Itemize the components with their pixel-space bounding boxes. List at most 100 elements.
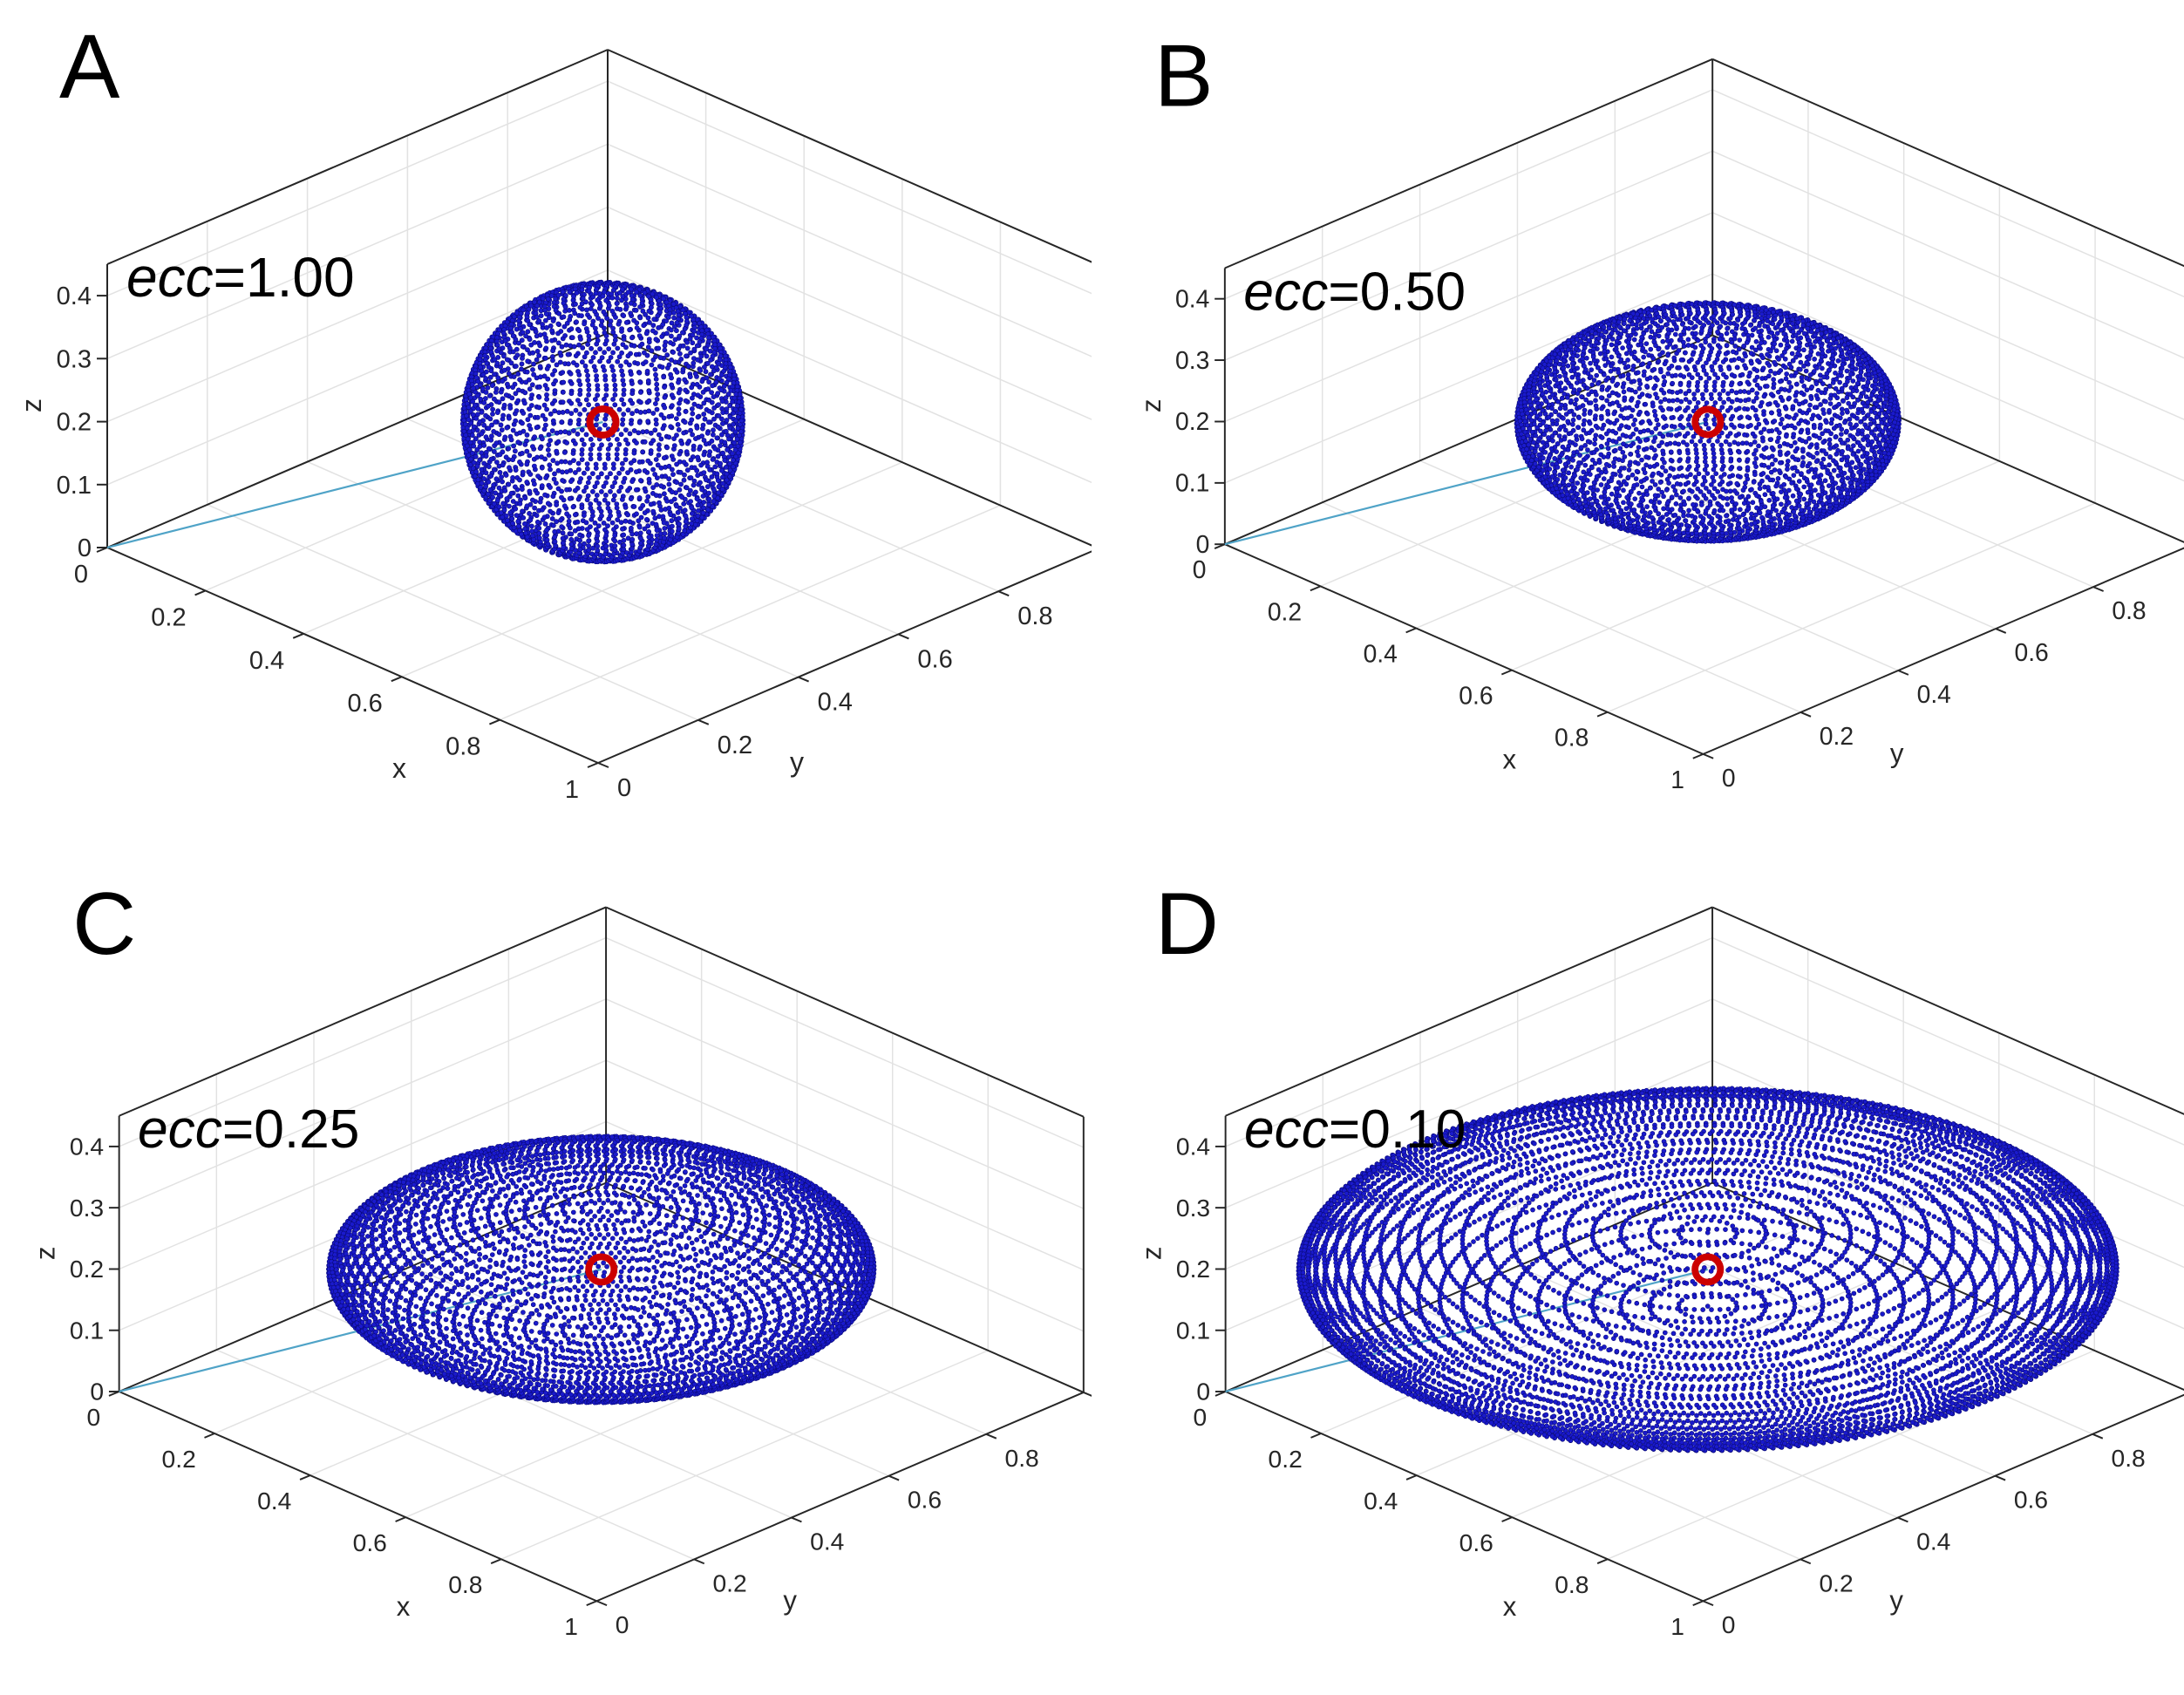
cloud-point: [604, 338, 609, 343]
cloud-point: [585, 462, 589, 466]
cloud-point: [587, 387, 591, 391]
cloud-point: [575, 432, 580, 436]
cloud-point: [661, 514, 665, 519]
cloud-point: [626, 354, 630, 358]
cloud-point: [1704, 486, 1708, 490]
x-tick-label: 0.8: [1555, 724, 1589, 752]
cloud-point: [1704, 388, 1708, 392]
cloud-point: [662, 375, 666, 379]
cloud-point: [623, 428, 628, 432]
cloud-point: [655, 407, 659, 412]
cloud-point: [573, 488, 577, 493]
cloud-point: [520, 451, 524, 455]
cloud-point: [530, 367, 534, 371]
cloud-point: [565, 440, 569, 445]
x-tick-label: 0.4: [1364, 639, 1398, 667]
cloud-point: [1743, 320, 1747, 324]
cloud-point: [501, 501, 506, 506]
cloud-point: [629, 301, 633, 305]
cloud-point: [717, 491, 721, 495]
cloud-point: [665, 353, 670, 357]
cloud-point: [728, 414, 732, 419]
cloud-point: [716, 391, 720, 396]
cloud-point: [604, 384, 609, 388]
z-tick-label: 0.3: [57, 345, 92, 373]
cloud-point: [1688, 311, 1692, 316]
cloud-point: [532, 340, 536, 344]
cloud-point: [1657, 315, 1661, 319]
cloud-point: [1618, 446, 1623, 451]
cloud-point: [1692, 335, 1697, 339]
cloud-point: [556, 511, 561, 515]
cloud-point: [653, 367, 657, 371]
cloud-point: [609, 355, 613, 359]
cloud-point: [557, 311, 561, 316]
cloud-point: [1750, 333, 1754, 337]
cloud-point: [623, 519, 628, 523]
cloud-point: [1707, 302, 1711, 306]
cloud-point: [647, 340, 651, 344]
cloud-point: [1845, 369, 1849, 373]
x-tick-mark: [1406, 628, 1417, 632]
cloud-point: [655, 538, 659, 542]
cloud-point: [622, 337, 626, 341]
cloud-point: [602, 498, 607, 502]
cloud-point: [1828, 333, 1833, 337]
cloud-point: [617, 514, 622, 518]
cloud-point: [610, 521, 615, 525]
cloud-point: [1653, 322, 1657, 326]
cloud-point: [565, 512, 569, 516]
cloud-point: [684, 520, 688, 524]
cloud-point: [611, 397, 616, 401]
cloud-point: [555, 461, 560, 466]
cloud-point: [617, 355, 622, 359]
cloud-point: [634, 308, 638, 312]
cloud-point: [495, 411, 500, 415]
cloud-point: [1820, 327, 1824, 331]
cloud-point: [562, 324, 567, 329]
cloud-point: [543, 423, 548, 427]
cloud-point: [491, 407, 495, 412]
cloud-point: [585, 528, 589, 532]
cloud-point: [611, 528, 616, 532]
cloud-point: [1697, 310, 1701, 315]
cloud-point: [470, 433, 474, 438]
cloud-point: [613, 539, 617, 543]
cloud-point: [685, 468, 690, 473]
cloud-point: [514, 514, 519, 518]
cloud-point: [507, 504, 511, 508]
cloud-point: [537, 535, 541, 540]
cloud-point: [1674, 493, 1678, 497]
cloud-point: [1783, 323, 1787, 327]
cloud-point: [501, 354, 506, 358]
cloud-point: [478, 419, 482, 424]
cloud-point: [1711, 314, 1716, 318]
cloud-point: [532, 362, 536, 366]
cloud-point: [620, 369, 624, 373]
cloud-point: [1688, 320, 1692, 324]
cloud-point: [527, 337, 532, 342]
cloud-point: [573, 470, 577, 474]
cloud-point: [1736, 318, 1740, 323]
cloud-point: [1712, 455, 1717, 459]
cloud-point: [667, 464, 671, 468]
cloud-point: [611, 462, 616, 466]
cloud-point: [682, 478, 686, 482]
cloud-point: [654, 418, 658, 422]
cloud-point: [622, 314, 626, 318]
cloud-point: [516, 519, 520, 523]
cloud-point: [595, 298, 600, 303]
cloud-point: [600, 319, 604, 323]
cloud-point: [690, 506, 694, 510]
cloud-point: [529, 524, 534, 528]
cloud-point: [1607, 326, 1611, 330]
cloud-point: [689, 351, 693, 355]
cloud-point: [518, 378, 522, 382]
cloud-point: [516, 388, 520, 392]
cloud-point: [484, 485, 488, 489]
cloud-point: [590, 323, 595, 327]
cloud-point: [642, 351, 646, 355]
cloud-point: [1589, 368, 1594, 372]
cloud-point: [587, 543, 591, 548]
cloud-point: [556, 468, 561, 473]
